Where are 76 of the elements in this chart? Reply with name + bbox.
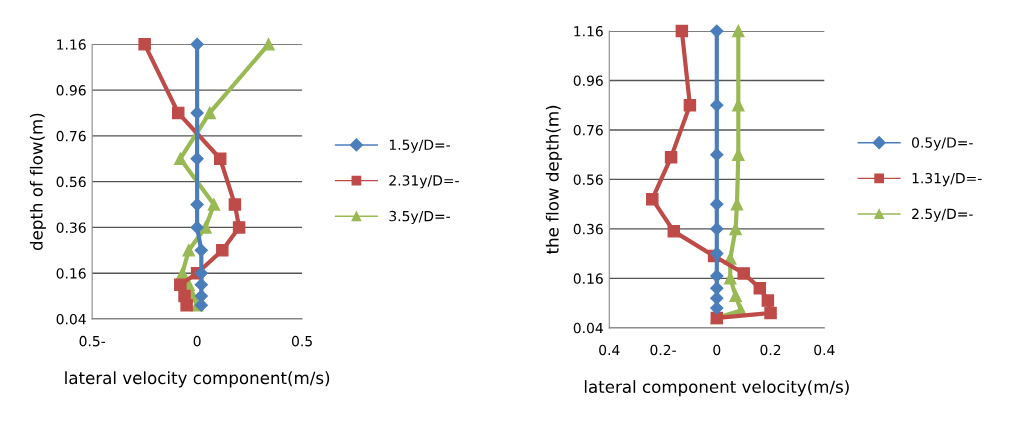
point	[190, 37, 204, 51]
y-tick-label: 1.16	[57, 39, 86, 50]
point	[710, 269, 724, 283]
point	[710, 24, 724, 38]
x-tick-label: 0	[713, 344, 721, 356]
point	[675, 24, 689, 38]
point	[138, 38, 151, 51]
point	[664, 150, 678, 164]
legend-label: 1.31y/D=-	[912, 172, 982, 187]
x-tick-label: 0	[193, 335, 201, 347]
point	[190, 197, 204, 212]
x-tick-label: 0.4	[599, 344, 620, 356]
point	[732, 24, 745, 38]
point	[667, 225, 681, 238]
y-tick-label: 0.04	[573, 322, 603, 334]
point	[646, 192, 659, 206]
point	[190, 152, 204, 166]
point	[753, 281, 767, 295]
point	[171, 106, 185, 120]
point	[710, 281, 724, 295]
x-tick-label: 0.5	[291, 335, 312, 347]
point	[174, 278, 187, 291]
y-tick-label: 0.56	[573, 174, 603, 185]
point	[190, 106, 204, 120]
point	[174, 152, 187, 165]
legend-label: 1.5y/D=-	[389, 139, 450, 153]
point	[190, 220, 204, 234]
point	[761, 294, 775, 307]
y-axis-title: the flow depth(m)	[545, 105, 562, 254]
point	[710, 98, 724, 112]
point	[683, 98, 697, 112]
point	[228, 198, 242, 211]
y-tick-label: 0.96	[573, 75, 603, 86]
y-tick-label: 1.16	[574, 25, 603, 37]
point	[207, 198, 221, 211]
point	[710, 197, 724, 211]
point	[194, 298, 208, 312]
point	[199, 221, 212, 234]
point	[737, 267, 750, 280]
y-tick-label: 0.16	[56, 268, 86, 279]
point	[710, 222, 724, 236]
point	[194, 278, 208, 292]
point	[723, 272, 737, 285]
point	[182, 244, 195, 257]
x-axis-title: lateral velocity component(m/s)	[65, 371, 330, 388]
y-tick-label: 0.36	[573, 223, 603, 235]
y-tick-label: 0.76	[56, 130, 86, 142]
point	[194, 289, 208, 303]
point	[203, 106, 216, 120]
point	[710, 148, 724, 162]
x-tick-label: 0.4	[814, 344, 835, 356]
y-axis-title: depth of flow(m)	[29, 113, 46, 251]
y-tick-label: 0.16	[573, 273, 603, 284]
legend-label: 3.5y/D=-	[389, 210, 450, 225]
point	[710, 301, 724, 315]
x-tick-label: 0.2-	[650, 344, 676, 356]
x-axis-title: lateral component velocity(m/s)	[584, 380, 849, 397]
legend-label: 2.5y/D=-	[912, 208, 973, 222]
legend-label: 2.31y/D=-	[389, 175, 459, 189]
point	[194, 266, 208, 280]
x-tick-label: 0.5-	[79, 335, 106, 347]
y-tick-label: 0.96	[56, 85, 86, 96]
point	[262, 38, 275, 51]
x-tick-label: 0.2	[760, 344, 781, 356]
legend-label: 0.5y/D=-	[912, 137, 973, 151]
point	[194, 243, 208, 257]
y-tick-label: 0.56	[56, 176, 86, 188]
point	[180, 298, 193, 312]
y-tick-label: 0.36	[56, 222, 86, 233]
point	[764, 306, 777, 320]
point	[729, 289, 742, 302]
point	[216, 244, 229, 257]
y-tick-label: 0.04	[56, 313, 86, 325]
point	[213, 152, 227, 165]
y-tick-label: 0.76	[573, 124, 603, 136]
point	[232, 221, 246, 234]
